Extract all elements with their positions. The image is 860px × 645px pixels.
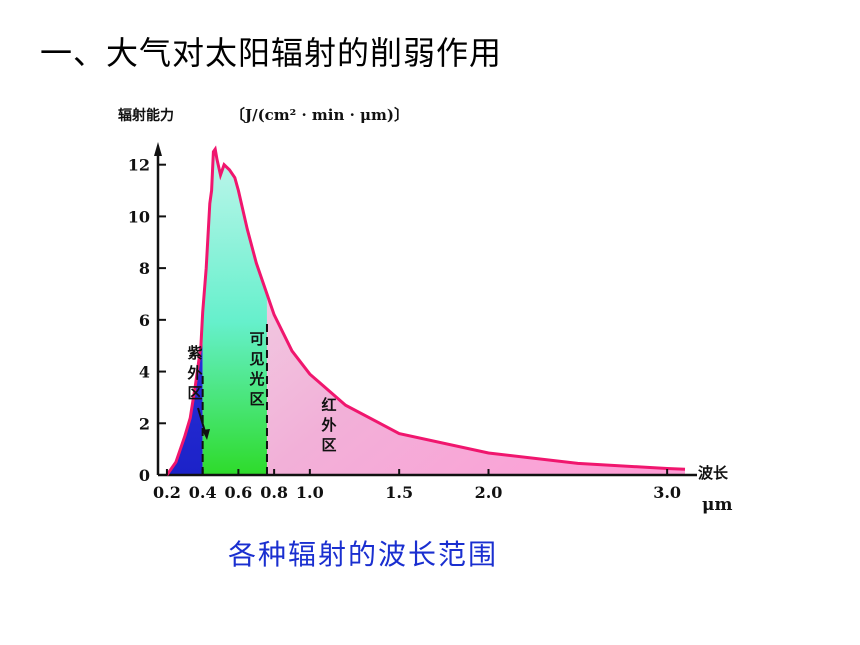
x-axis-label: 波长 (698, 464, 729, 482)
x-tick-label: 0.6 (224, 483, 252, 502)
x-tick-label: 2.0 (475, 483, 503, 502)
zone-fill-1 (166, 149, 203, 475)
spectrum-figure: 辐射能力 〔J/(cm² · min · μm)〕 0 2 4 6 8 10 12 0.2 0.… (110, 92, 758, 532)
x-axis-unit: μm (702, 495, 732, 515)
uv-pointer-arrow (202, 429, 210, 440)
zone-labels: 紫外区 可见光区红外区 (186, 330, 336, 454)
infrared-zone-label: 红外区 (320, 396, 336, 454)
page-heading: 一、大气对太阳辐射的削弱作用 (40, 34, 503, 72)
y-tick-label: 0 (139, 466, 150, 485)
x-tick-label: 1.5 (385, 483, 413, 502)
y-tick-label: 2 (139, 414, 150, 433)
zone-boundaries (201, 322, 268, 475)
x-tick-label: 0.4 (189, 483, 217, 502)
x-tick-label: 3.0 (653, 483, 681, 502)
x-tick-label: 1.0 (296, 483, 324, 502)
axes (154, 142, 697, 477)
y-tick-label: 8 (139, 259, 150, 278)
y-axis-label: 辐射能力 (118, 107, 174, 124)
y-tick-label: 6 (139, 311, 150, 330)
radiation-curve (165, 145, 686, 476)
spectrum-chart: 辐射能力 〔J/(cm² · min · μm)〕 0 2 4 6 8 10 12 0.2 0.… (118, 106, 732, 515)
y-tick-label: 10 (128, 207, 150, 226)
visible-zone-label: 可见光区 (248, 330, 264, 408)
tick-labels: 0 2 4 6 8 10 12 0.2 0.4 0.6 0.8 1.0 1.5 2.0 3.0 (128, 156, 681, 502)
y-axis-arrow (154, 142, 162, 156)
y-axis-unit: 〔J/(cm² · min · μm)〕 (230, 106, 409, 124)
x-tick-label: 0.2 (153, 483, 181, 502)
zone-fills (166, 149, 685, 475)
figure-caption: 各种辐射的波长范围 (228, 538, 499, 571)
y-tick-label: 4 (139, 363, 150, 382)
y-tick-label: 12 (128, 156, 150, 175)
x-tick-label: 0.8 (260, 483, 288, 502)
uv-zone-label: 紫外区 (186, 344, 202, 402)
